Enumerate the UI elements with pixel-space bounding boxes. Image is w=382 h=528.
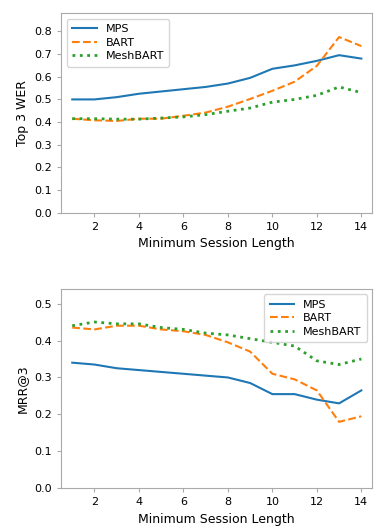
MPS <box>314 397 319 403</box>
MPS <box>137 367 141 373</box>
MPS <box>292 62 297 69</box>
MPS <box>314 58 319 64</box>
BART <box>203 109 208 116</box>
MPS <box>270 391 275 397</box>
MPS <box>359 387 364 393</box>
MeshBART <box>359 89 364 96</box>
MeshBART <box>159 324 163 331</box>
BART <box>314 63 319 69</box>
BART <box>226 103 230 110</box>
MPS <box>92 361 97 367</box>
MPS <box>292 391 297 397</box>
BART <box>248 96 253 102</box>
MeshBART <box>92 319 97 325</box>
BART <box>359 413 364 419</box>
MeshBART <box>203 111 208 118</box>
BART <box>115 118 119 124</box>
MeshBART <box>137 116 141 122</box>
X-axis label: Minimum Session Length: Minimum Session Length <box>138 513 295 526</box>
Legend: MPS, BART, MeshBART: MPS, BART, MeshBART <box>67 19 170 67</box>
MPS <box>337 52 342 58</box>
BART <box>92 326 97 333</box>
MeshBART <box>292 96 297 102</box>
BART <box>137 323 141 329</box>
MeshBART <box>159 115 163 121</box>
MeshBART <box>314 357 319 364</box>
BART <box>314 387 319 393</box>
MeshBART <box>337 84 342 90</box>
MeshBART <box>203 330 208 336</box>
MeshBART <box>248 335 253 342</box>
BART <box>270 371 275 377</box>
MPS <box>92 96 97 102</box>
BART <box>181 328 186 334</box>
MPS <box>270 65 275 72</box>
MeshBART <box>226 108 230 115</box>
BART <box>226 339 230 345</box>
Line: MeshBART: MeshBART <box>72 87 361 119</box>
MeshBART <box>359 356 364 362</box>
MeshBART <box>70 116 74 122</box>
MeshBART <box>248 105 253 111</box>
Line: MeshBART: MeshBART <box>72 322 361 364</box>
BART <box>359 43 364 49</box>
MPS <box>159 88 163 95</box>
Legend: MPS, BART, MeshBART: MPS, BART, MeshBART <box>264 294 367 342</box>
MPS <box>115 365 119 371</box>
BART <box>270 88 275 94</box>
MPS <box>115 94 119 100</box>
Y-axis label: Top 3 WER: Top 3 WER <box>16 80 29 146</box>
MPS <box>137 91 141 97</box>
BART <box>248 348 253 355</box>
BART <box>292 79 297 85</box>
MPS <box>226 80 230 87</box>
BART <box>159 116 163 122</box>
X-axis label: Minimum Session Length: Minimum Session Length <box>138 238 295 250</box>
Line: BART: BART <box>72 37 361 121</box>
MeshBART <box>226 332 230 338</box>
MPS <box>203 84 208 90</box>
MeshBART <box>314 92 319 99</box>
MeshBART <box>70 323 74 329</box>
MPS <box>181 371 186 377</box>
Line: BART: BART <box>72 326 361 422</box>
MPS <box>226 374 230 381</box>
MeshBART <box>115 116 119 122</box>
BART <box>159 326 163 333</box>
MPS <box>159 369 163 375</box>
MeshBART <box>115 320 119 327</box>
BART <box>181 112 186 119</box>
MPS <box>248 74 253 81</box>
BART <box>70 324 74 331</box>
BART <box>337 34 342 40</box>
MPS <box>248 380 253 386</box>
MeshBART <box>181 114 186 120</box>
MPS <box>70 96 74 102</box>
MPS <box>181 86 186 92</box>
BART <box>292 376 297 382</box>
BART <box>337 419 342 425</box>
BART <box>70 116 74 122</box>
MPS <box>337 400 342 407</box>
Line: MPS: MPS <box>72 363 361 403</box>
MPS <box>359 55 364 62</box>
MeshBART <box>270 339 275 345</box>
MeshBART <box>337 361 342 367</box>
BART <box>92 117 97 124</box>
MeshBART <box>181 326 186 333</box>
MeshBART <box>292 343 297 349</box>
MeshBART <box>92 116 97 122</box>
BART <box>115 323 119 329</box>
MeshBART <box>137 320 141 327</box>
BART <box>137 116 141 122</box>
MPS <box>203 372 208 379</box>
BART <box>203 332 208 338</box>
Line: MPS: MPS <box>72 55 361 99</box>
MeshBART <box>270 99 275 105</box>
Y-axis label: MRR@3: MRR@3 <box>16 364 29 413</box>
MPS <box>70 360 74 366</box>
